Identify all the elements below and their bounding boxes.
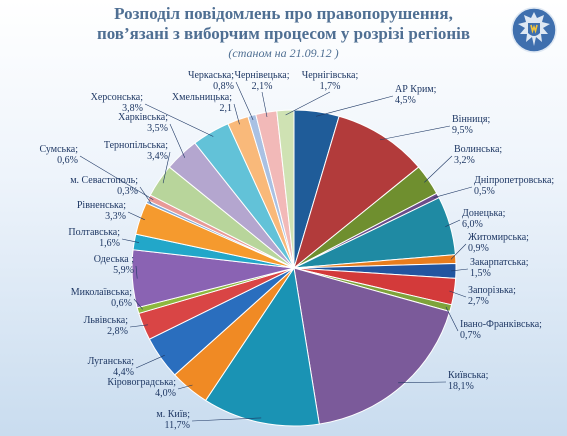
leader-line — [129, 324, 149, 328]
slice-label: Хмельницька; 2,1 — [172, 92, 232, 114]
leader-line — [79, 155, 154, 201]
leader-line — [424, 155, 453, 183]
slice-label: Тернопільська; 3,4% — [104, 140, 168, 162]
leader-line — [135, 265, 138, 279]
slice-label: Рівненська; 3,3% — [77, 200, 126, 222]
slice-label: Волинська; 3,2% — [454, 144, 502, 166]
leader-line — [445, 219, 461, 227]
leader-line — [127, 211, 145, 221]
pie-slice — [293, 267, 451, 425]
leader-line — [398, 381, 447, 384]
slice-label: Дніпропетровська; 0,5% — [474, 175, 554, 197]
leader-line — [135, 354, 165, 369]
leader-line — [177, 384, 193, 390]
slice-label: Чернівецька; 2,1% — [234, 70, 289, 92]
slice-label: м. Київ; 11,7% — [156, 409, 190, 431]
slice-label: Луганська; 4,4% — [88, 356, 135, 378]
leader-line — [235, 81, 254, 121]
leader-line — [233, 103, 240, 125]
slice-label: Полтавська; 1,6% — [68, 227, 120, 249]
slice-label: АР Крим; 4,5% — [395, 84, 437, 106]
slice-label: Харківська; 3,5% — [118, 112, 168, 134]
slice-label: Львівська; 2,8% — [84, 315, 129, 337]
slice-label: Івано-Франківська; 0,7% — [460, 319, 542, 341]
leader-line — [380, 125, 451, 141]
slice-label: Запорізька; 2,7% — [468, 285, 516, 307]
leader-line — [133, 298, 143, 310]
chart-title-line2: пов’язані з виборчим процесом у розрізі … — [96, 24, 471, 43]
leader-line — [162, 151, 171, 184]
leader-line — [169, 123, 186, 158]
slice-label: Сумська; 0,6% — [39, 144, 78, 166]
slice-label: Житомирська; 0,9% — [468, 232, 529, 254]
slice-label: Чернігівська; 1,7% — [302, 70, 359, 92]
leader-line — [316, 95, 394, 117]
leader-line — [449, 290, 467, 298]
slice-label: Київська; 18,1% — [448, 370, 489, 392]
pie-slice — [293, 115, 420, 270]
pie-slice — [204, 266, 320, 427]
pie-slice — [276, 109, 295, 269]
chart-title: Розподіл повідомлень про правопорушення,… — [0, 4, 567, 44]
leader-line — [451, 268, 469, 272]
leader-line — [121, 238, 140, 243]
police-emblem-icon — [511, 7, 557, 53]
leader-line — [144, 103, 214, 137]
slice-label: Миколаївська; 0,6% — [71, 287, 132, 309]
slice-label: Кіровоградська; 4,0% — [107, 377, 176, 399]
slice-label: м. Севастополь; 0,3% — [70, 175, 138, 197]
leader-line — [450, 243, 467, 260]
slice-label: Донецька; 6,0% — [462, 208, 506, 230]
slice-label: Закарпатська; 1,5% — [470, 257, 529, 279]
leader-line — [191, 417, 262, 422]
leader-line — [433, 186, 473, 198]
leader-line — [285, 91, 331, 116]
leader-line — [261, 91, 268, 118]
leader-line — [445, 306, 459, 332]
chart-title-line1: Розподіл повідомлень про правопорушення, — [114, 4, 453, 23]
slice-label: Одеська ; 5,9% — [94, 254, 135, 276]
slice-label: Черкаська; 0,8% — [188, 70, 234, 92]
slice-label: Вінниця; 9,5% — [452, 114, 490, 136]
chart-subtitle: (станом на 21.09.12 ) — [228, 46, 339, 60]
slice-label: Херсонська; 3,8% — [91, 92, 144, 114]
